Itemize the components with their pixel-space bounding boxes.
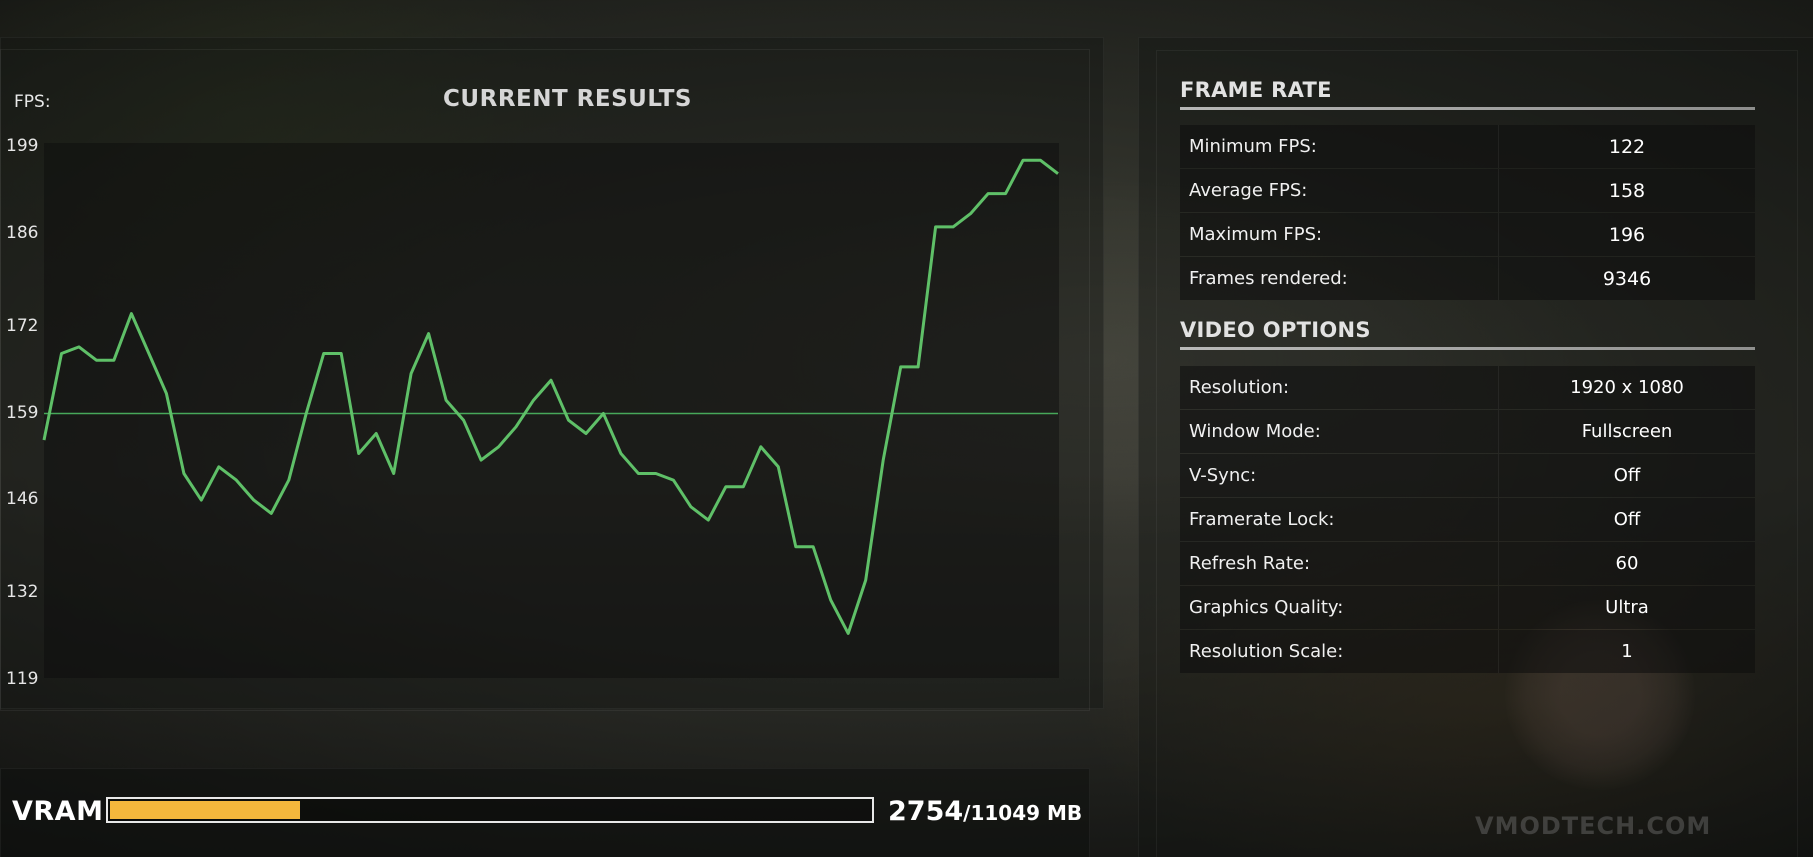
video-option-row: Window Mode: Fullscreen <box>1180 410 1755 453</box>
frame-rate-row-value: 122 <box>1608 135 1646 158</box>
video-option-row: Refresh Rate: 60 <box>1180 542 1755 585</box>
results-panel <box>0 37 1104 709</box>
video-options-table: Resolution: 1920 x 1080 Window Mode: Fullsc… <box>1180 366 1755 674</box>
video-option-row-label: V-Sync: <box>1180 454 1499 497</box>
video-option-row-value: 1920 x 1080 <box>1570 377 1684 398</box>
y-tick-label: 159 <box>6 402 39 423</box>
frame-rate-divider <box>1180 107 1755 110</box>
frame-rate-row: Minimum FPS: 122 <box>1180 125 1755 168</box>
video-option-row-value: Ultra <box>1605 597 1649 618</box>
vram-usage-fill <box>110 801 300 819</box>
frame-rate-row: Frames rendered: 9346 <box>1180 257 1755 300</box>
video-option-row-value: Fullscreen <box>1581 421 1673 442</box>
vram-total-value: /11049 MB <box>963 801 1083 825</box>
video-option-row: Graphics Quality: Ultra <box>1180 586 1755 629</box>
video-option-row-label: Resolution Scale: <box>1180 630 1499 673</box>
frame-rate-title: FRAME RATE <box>1180 78 1332 102</box>
video-option-row-label: Window Mode: <box>1180 410 1499 453</box>
frame-rate-row-value: 9346 <box>1602 267 1652 290</box>
chart-plot-area <box>44 143 1059 678</box>
video-options-divider <box>1180 347 1755 350</box>
video-option-row: Resolution: 1920 x 1080 <box>1180 366 1755 409</box>
frame-rate-row: Average FPS: 158 <box>1180 169 1755 212</box>
video-option-row-label: Framerate Lock: <box>1180 498 1499 541</box>
frame-rate-table: Minimum FPS: 122 Average FPS: 158 Maximum FP… <box>1180 125 1755 301</box>
video-option-row-value: Off <box>1613 509 1641 530</box>
vram-used-value: 2754 <box>888 796 964 827</box>
stats-panel-frame <box>1156 50 1798 857</box>
frame-rate-row-value: 158 <box>1608 179 1646 202</box>
vram-usage-readout: 2754/11049 MB <box>888 796 1082 827</box>
video-option-row: Framerate Lock: Off <box>1180 498 1755 541</box>
frame-rate-row-label: Average FPS: <box>1180 169 1499 212</box>
video-option-row-label: Resolution: <box>1180 366 1499 409</box>
watermark-text: VMODTECH.COM <box>1475 812 1712 840</box>
video-option-row: V-Sync: Off <box>1180 454 1755 497</box>
video-options-title: VIDEO OPTIONS <box>1180 318 1371 342</box>
video-option-row-value: 60 <box>1615 553 1639 574</box>
video-option-row-value: Off <box>1613 465 1641 486</box>
results-panel-frame <box>0 49 1090 711</box>
video-option-row-label: Graphics Quality: <box>1180 586 1499 629</box>
fps-series-line <box>42 158 1059 635</box>
y-tick-label: 199 <box>6 136 39 156</box>
y-tick-label: 146 <box>6 489 39 510</box>
video-option-row-label: Refresh Rate: <box>1180 542 1499 585</box>
frame-rate-row-label: Frames rendered: <box>1180 257 1499 300</box>
frame-rate-row-label: Minimum FPS: <box>1180 125 1499 168</box>
frame-rate-row-value: 196 <box>1608 223 1646 246</box>
video-option-row-value: 1 <box>1621 641 1633 662</box>
frame-rate-row-label: Maximum FPS: <box>1180 213 1499 256</box>
chart-title: CURRENT RESULTS <box>443 86 692 112</box>
vram-label: VRAM <box>12 796 104 827</box>
y-tick-label: 132 <box>6 582 39 603</box>
y-tick-label: 186 <box>6 222 39 243</box>
frame-rate-row: Maximum FPS: 196 <box>1180 213 1755 256</box>
fps-axis-label: FPS: <box>14 92 51 112</box>
video-option-row: Resolution Scale: 1 <box>1180 630 1755 673</box>
y-tick-label: 119 <box>6 669 39 689</box>
vram-usage-bar <box>106 797 874 823</box>
y-tick-label: 172 <box>6 315 39 336</box>
